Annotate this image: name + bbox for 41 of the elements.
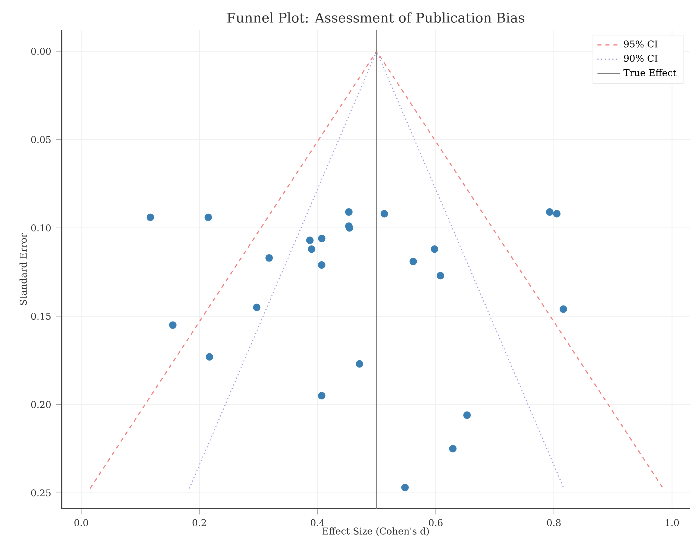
- y-axis-title: Standard Error: [20, 233, 27, 306]
- point: [169, 322, 177, 330]
- x-tick-label: 1.0: [666, 519, 680, 526]
- y-tick-label: 0.10: [31, 224, 51, 232]
- point: [402, 484, 409, 492]
- point: [546, 208, 554, 216]
- legend-label: True Effect: [624, 69, 677, 76]
- y-tick-label: 0.15: [31, 312, 51, 320]
- point: [146, 214, 154, 222]
- point: [253, 304, 261, 312]
- point: [306, 236, 314, 244]
- legend-label: 95% CI: [624, 40, 658, 48]
- x-axis-title: Effect Size (Cohen's d): [322, 528, 430, 536]
- y-tick-label: 0.00: [31, 48, 51, 56]
- chart-title: Funnel Plot: Assessment of Publication Bias: [228, 12, 524, 23]
- point: [449, 445, 457, 453]
- x-tick-label: 0.2: [192, 519, 206, 526]
- point: [318, 262, 326, 269]
- point: [206, 353, 214, 361]
- point: [464, 412, 472, 420]
- x-tick-label: 0.6: [429, 519, 443, 526]
- y-tick-label: 0.25: [31, 490, 51, 497]
- point: [318, 235, 326, 242]
- point: [553, 210, 561, 218]
- x-tick-label: 0.0: [74, 519, 88, 526]
- point: [356, 360, 364, 368]
- point: [410, 258, 418, 266]
- point: [560, 306, 568, 314]
- point: [380, 210, 388, 218]
- point: [308, 246, 316, 254]
- point: [431, 246, 439, 254]
- point: [318, 392, 326, 400]
- legend-label: 90% CI: [624, 54, 658, 62]
- point: [266, 254, 274, 262]
- point: [345, 208, 353, 216]
- point: [436, 272, 444, 280]
- point: [204, 214, 212, 222]
- y-tick-label: 0.05: [31, 136, 51, 144]
- x-tick-label: 0.4: [310, 519, 325, 526]
- y-tick-label: 0.20: [31, 401, 51, 408]
- x-tick-label: 0.8: [547, 519, 561, 526]
